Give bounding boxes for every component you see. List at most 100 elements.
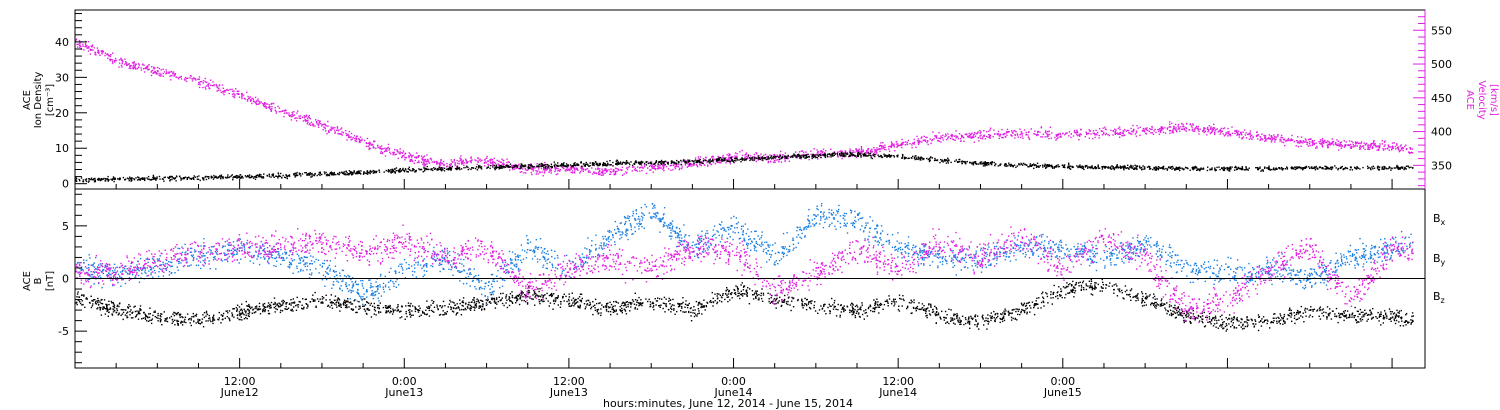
velocity-series-point [698,156,699,157]
density-series-point [1091,165,1092,166]
velocity-series-point [347,135,348,136]
bx-series-point [408,302,409,303]
density-series-point [354,170,355,171]
velocity-series-point [1142,130,1143,131]
density-series-point [1273,169,1274,170]
velocity-series-point [776,154,777,155]
velocity-series-point [1223,128,1224,129]
velocity-series-point [218,90,219,91]
density-series-point [1390,170,1391,171]
density-series-point [313,174,314,175]
density-series-point [1019,164,1020,165]
velocity-series-point [1335,142,1336,143]
velocity-series-point [622,167,623,168]
density-series-point [214,177,215,178]
velocity-series-point [1027,134,1028,135]
density-series-point [457,166,458,167]
density-series-point [1171,169,1172,170]
velocity-series-point [1114,133,1115,134]
velocity-series-point [989,135,990,136]
velocity-series-point [1015,131,1016,132]
velocity-series-point [406,157,407,158]
density-series-point [1132,167,1133,168]
velocity-series-point [186,81,187,82]
density-series-point [1410,167,1411,168]
density-series-point [992,162,993,163]
density-series-point [444,170,445,171]
bx-series-point [277,309,278,310]
density-series-point [189,178,190,179]
density-series-point [1136,166,1137,167]
density-series-point [181,178,182,179]
velocity-series-point [675,168,676,169]
velocity-series-point [880,142,881,143]
density-series-point [547,167,548,168]
velocity-series-point [1288,138,1289,139]
velocity-series-point [937,140,938,141]
density-series-point [754,159,755,160]
density-series-point [1064,164,1065,165]
velocity-series-point [1080,133,1081,134]
velocity-series-point [955,135,956,136]
velocity-series-point [494,162,495,163]
density-series-point [934,158,935,159]
velocity-series-point [1028,132,1029,133]
velocity-series-point [1113,130,1114,131]
velocity-series-point [918,138,919,139]
velocity-series-point [1181,123,1182,124]
velocity-series-point [1157,129,1158,130]
velocity-series-point [276,112,277,113]
velocity-series-point [913,142,914,143]
velocity-series-point [766,157,767,158]
density-series-point [648,163,649,164]
velocity-series-point [400,148,401,149]
velocity-series-point [486,156,487,157]
velocity-series-point [773,162,774,163]
velocity-series-point [616,171,617,172]
velocity-series-point [750,155,751,156]
density-series-point [550,166,551,167]
density-series-point [198,179,199,180]
density-series-point [830,156,831,157]
density-series-point [130,180,131,181]
density-series-point [392,169,393,170]
density-series-point [946,162,947,163]
velocity-series-point [454,165,455,166]
velocity-series-point [109,59,110,60]
velocity-series-point [825,150,826,151]
velocity-series-point [219,90,220,91]
density-series-point [412,168,413,169]
density-series-point [684,161,685,162]
density-series-point [634,161,635,162]
velocity-series-point [110,56,111,57]
velocity-series-point [103,51,104,52]
velocity-series-point [1271,141,1272,142]
density-series-point [1371,166,1372,167]
velocity-series-point [1159,128,1160,129]
velocity-series-point [426,154,427,155]
density-series-point [421,169,422,170]
velocity-series-point [1105,128,1106,129]
velocity-series-point [960,138,961,139]
density-series-point [994,162,995,163]
velocity-series-point [105,53,106,54]
velocity-series-point [1054,137,1055,138]
velocity-series-point [596,173,597,174]
density-series-point [360,173,361,174]
velocity-series-point [1411,152,1412,153]
bx-series-point [731,297,732,298]
density-series-point [837,154,838,155]
velocity-series-point [1206,134,1207,135]
density-series-point [263,177,264,178]
velocity-series-point [883,145,884,146]
velocity-series-point [950,138,951,139]
density-series-point [240,178,241,179]
velocity-series-point [424,156,425,157]
velocity-series-point [598,168,599,169]
velocity-series-point [1285,140,1286,141]
bx-series-point [1215,316,1216,317]
density-series-point [321,174,322,175]
velocity-series-point [327,126,328,127]
velocity-series-point [551,172,552,173]
velocity-series-point [1177,128,1178,129]
